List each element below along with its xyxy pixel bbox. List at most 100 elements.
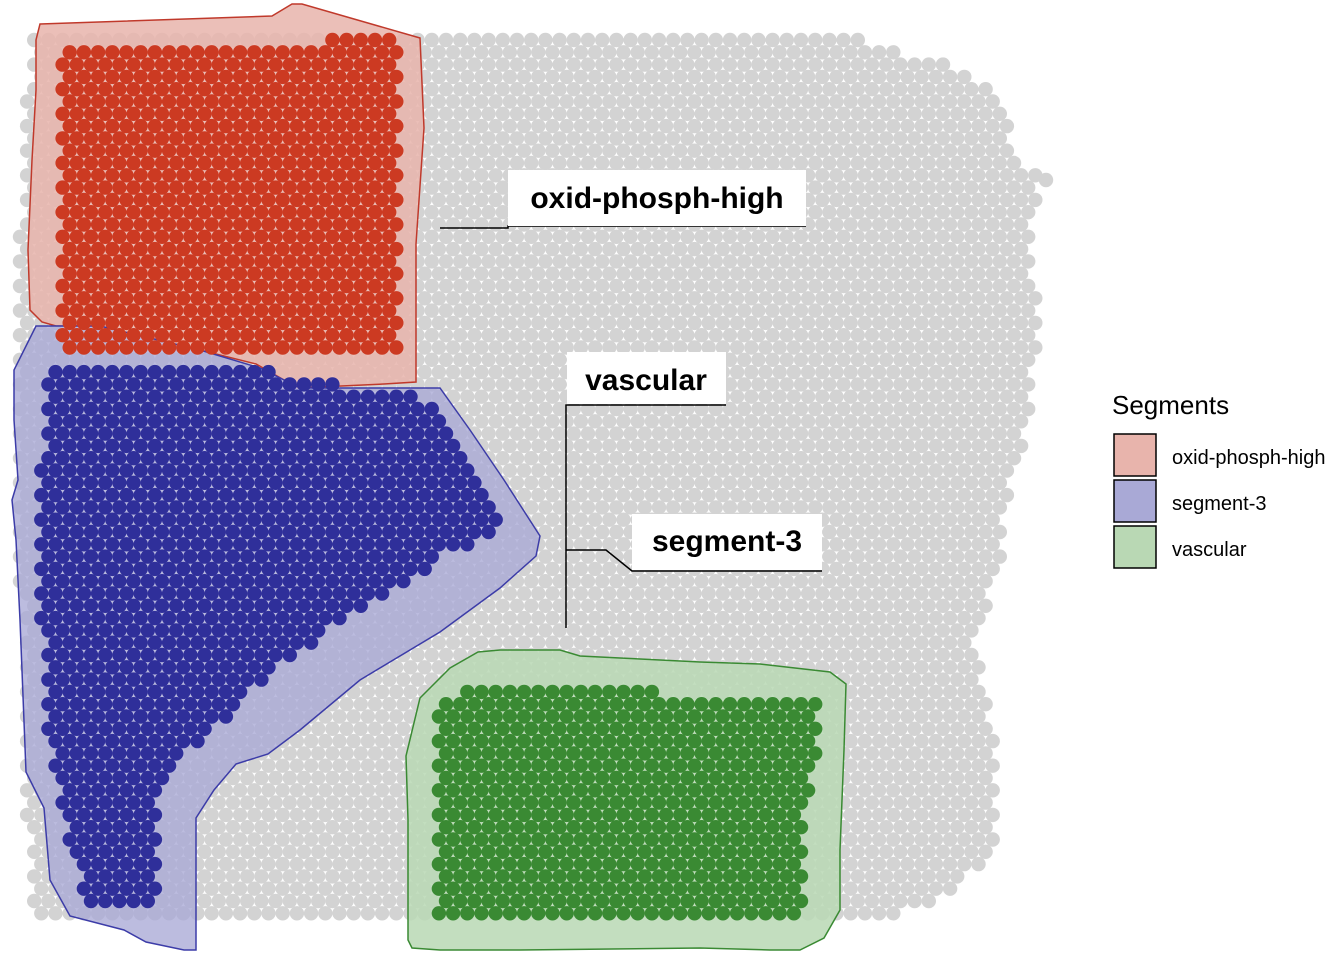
segment-spot — [424, 549, 439, 564]
segment-spot — [559, 832, 574, 847]
segment-spot — [524, 697, 539, 712]
tissue-spot — [637, 426, 652, 441]
segment-spot — [417, 414, 432, 429]
tissue-spot — [722, 647, 738, 663]
segment-spot — [779, 869, 794, 884]
segment-spot — [786, 881, 802, 896]
segment-spot — [133, 94, 148, 109]
segment-spot — [90, 783, 106, 798]
tissue-spot — [573, 635, 589, 650]
tissue-spot — [453, 106, 468, 122]
segment-spot — [232, 610, 248, 626]
segment-spot — [98, 254, 113, 269]
tissue-spot — [19, 143, 35, 158]
tissue-spot — [808, 475, 823, 490]
segment-spot — [140, 205, 155, 220]
tissue-spot — [737, 229, 752, 244]
segment-spot — [247, 660, 262, 675]
tissue-spot — [857, 906, 873, 921]
tissue-spot — [758, 586, 773, 601]
tissue-spot — [495, 352, 510, 367]
segment-spot — [765, 746, 780, 761]
segment-spot — [382, 426, 397, 441]
segment-spot — [176, 45, 191, 60]
segment-spot — [268, 524, 283, 540]
label-text: segment-3 — [652, 525, 802, 558]
tissue-spot — [1028, 315, 1043, 331]
tissue-spot — [382, 672, 397, 687]
tissue-spot — [630, 143, 645, 158]
tissue-spot — [680, 229, 695, 244]
tissue-spot — [992, 328, 1007, 343]
tissue-spot — [389, 709, 404, 724]
tissue-spot — [673, 143, 688, 158]
segment-spot — [161, 266, 177, 281]
segment-spot — [289, 537, 305, 552]
segment-spot — [438, 721, 454, 736]
tissue-spot — [658, 610, 674, 626]
segment-spot — [154, 574, 170, 589]
tissue-spot — [602, 291, 617, 306]
segment-spot — [112, 106, 127, 122]
tissue-spot — [722, 475, 738, 490]
tissue-spot — [900, 537, 915, 552]
tissue-spot — [311, 820, 326, 835]
tissue-spot — [971, 733, 986, 749]
segment-spot — [389, 94, 404, 109]
tissue-spot — [900, 241, 915, 257]
segment-spot — [318, 143, 333, 158]
tissue-spot — [808, 57, 823, 72]
segment-spot — [98, 303, 113, 318]
tissue-spot — [595, 303, 610, 318]
segment-spot — [488, 512, 503, 527]
tissue-spot — [793, 229, 809, 244]
segment-spot — [176, 463, 191, 478]
tissue-spot — [474, 389, 489, 404]
tissue-spot — [843, 192, 858, 208]
segment-spot — [765, 893, 780, 909]
segment-spot — [353, 328, 368, 343]
tissue-spot — [34, 832, 49, 847]
tissue-spot — [34, 906, 49, 921]
tissue-spot — [907, 131, 922, 146]
segment-spot — [424, 524, 439, 540]
segment-spot — [112, 574, 127, 589]
segment-spot — [119, 832, 134, 847]
tissue-spot — [964, 647, 979, 663]
segment-spot — [261, 487, 276, 503]
segment-spot — [55, 401, 70, 417]
tissue-spot — [957, 537, 972, 552]
tissue-spot — [843, 832, 858, 847]
tissue-spot — [900, 856, 915, 872]
tissue-spot — [992, 475, 1007, 490]
segment-spot — [225, 303, 241, 318]
tissue-spot — [900, 832, 915, 847]
tissue-spot — [950, 844, 965, 859]
segment-spot — [367, 205, 383, 220]
segment-spot — [495, 795, 510, 810]
segment-spot — [403, 389, 418, 404]
legend-label: vascular — [1172, 539, 1247, 561]
segment-spot — [98, 893, 113, 909]
segment-spot — [374, 217, 390, 232]
tissue-spot — [637, 303, 652, 318]
tissue-spot — [595, 229, 610, 244]
segment-spot — [332, 69, 347, 85]
tissue-spot — [680, 500, 695, 515]
tissue-spot — [211, 893, 226, 909]
tissue-spot — [786, 389, 802, 404]
segment-spot — [169, 57, 184, 72]
segment-spot — [552, 869, 567, 884]
segment-spot — [211, 131, 226, 146]
segment-spot — [311, 180, 326, 195]
segment-spot — [161, 389, 177, 404]
tissue-spot — [985, 118, 1000, 134]
segment-spot — [268, 106, 283, 122]
segment-spot — [83, 451, 99, 466]
segment-spot — [488, 709, 503, 724]
tissue-spot — [573, 340, 589, 355]
tissue-spot — [957, 709, 972, 724]
segment-spot — [403, 487, 418, 503]
tissue-spot — [687, 315, 702, 331]
tissue-spot — [694, 647, 709, 663]
